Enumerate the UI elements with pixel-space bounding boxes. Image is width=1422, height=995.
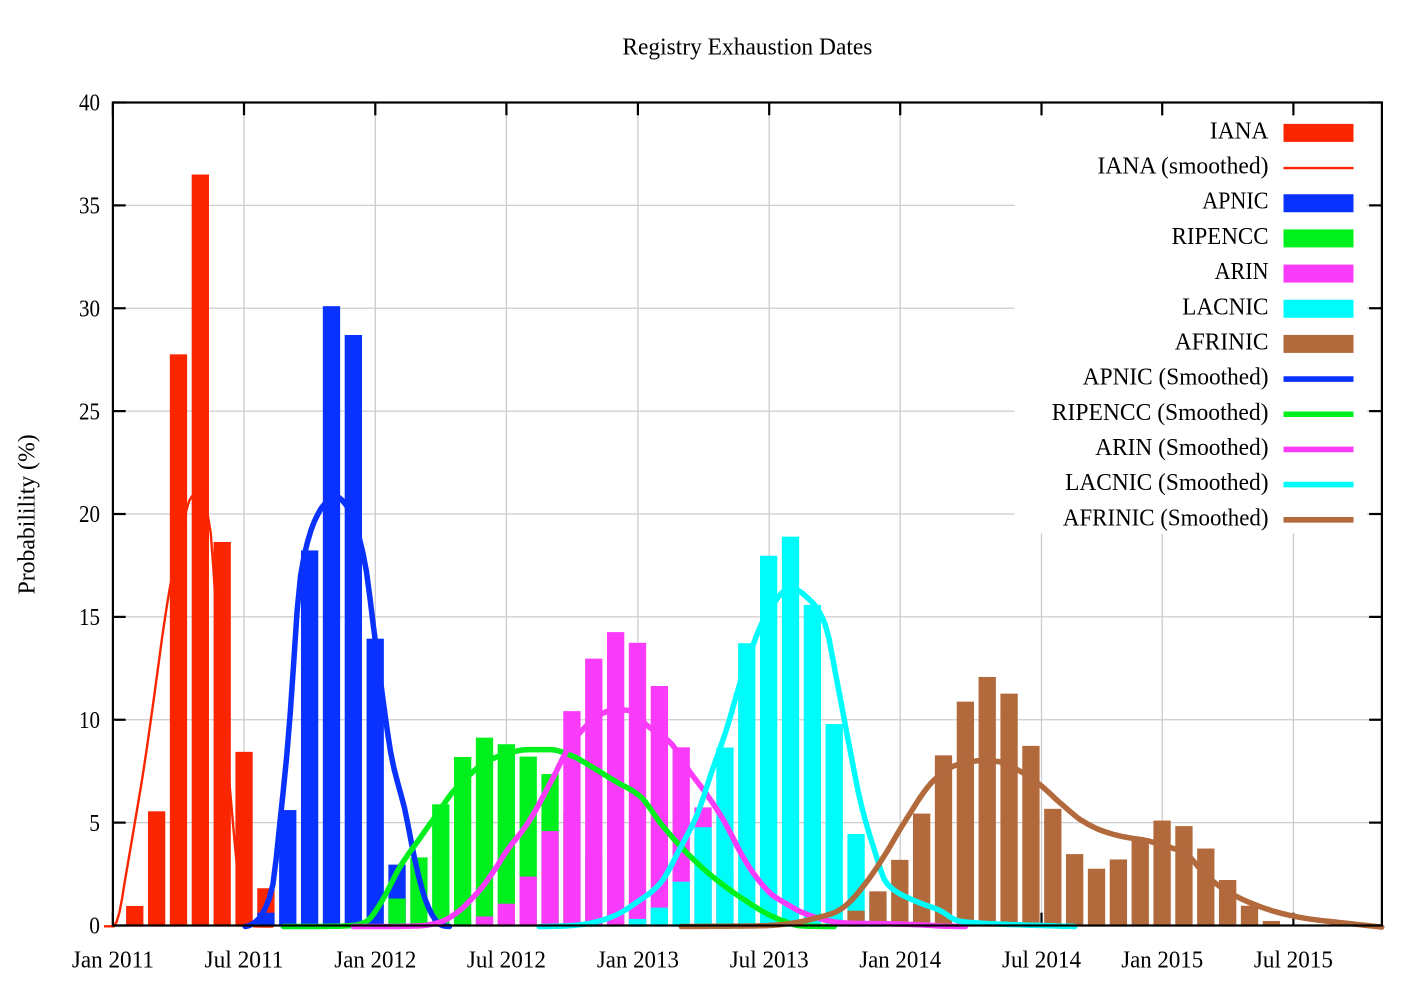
svg-text:Jul 2014: Jul 2014 <box>1002 946 1081 973</box>
svg-text:ARIN (Smoothed): ARIN (Smoothed) <box>1095 434 1268 461</box>
svg-text:LACNIC: LACNIC <box>1182 293 1268 320</box>
svg-text:10: 10 <box>79 707 100 734</box>
svg-text:APNIC: APNIC <box>1202 188 1268 215</box>
svg-text:15: 15 <box>79 604 100 631</box>
svg-text:Jan 2013: Jan 2013 <box>597 946 679 973</box>
svg-text:Jan 2015: Jan 2015 <box>1121 946 1203 973</box>
svg-text:25: 25 <box>79 398 100 425</box>
svg-text:Jul 2011: Jul 2011 <box>205 946 284 973</box>
svg-text:Jul 2012: Jul 2012 <box>467 946 546 973</box>
svg-text:LACNIC (Smoothed): LACNIC (Smoothed) <box>1065 469 1268 496</box>
svg-text:0: 0 <box>89 913 100 940</box>
svg-text:Jan 2012: Jan 2012 <box>334 946 416 973</box>
svg-text:ARIN: ARIN <box>1215 258 1269 285</box>
svg-text:RIPENCC (Smoothed): RIPENCC (Smoothed) <box>1052 399 1269 426</box>
svg-text:IANA (smoothed): IANA (smoothed) <box>1098 153 1269 180</box>
svg-text:APNIC (Smoothed): APNIC (Smoothed) <box>1083 364 1269 391</box>
svg-text:Probabilility (%): Probabilility (%) <box>14 434 41 594</box>
svg-text:20: 20 <box>79 501 100 528</box>
svg-text:AFRINIC: AFRINIC <box>1175 328 1269 355</box>
svg-text:Jan 2011: Jan 2011 <box>72 946 154 973</box>
svg-text:35: 35 <box>79 193 100 220</box>
svg-text:30: 30 <box>79 295 100 322</box>
svg-text:Registry Exhaustion Dates: Registry Exhaustion Dates <box>622 34 872 61</box>
svg-text:AFRINIC (Smoothed): AFRINIC (Smoothed) <box>1063 504 1269 531</box>
svg-text:Jul 2015: Jul 2015 <box>1254 946 1333 973</box>
svg-text:Jan 2014: Jan 2014 <box>859 946 941 973</box>
svg-text:40: 40 <box>79 90 100 117</box>
svg-text:5: 5 <box>89 810 100 837</box>
svg-text:IANA: IANA <box>1210 117 1269 144</box>
svg-text:Jul 2013: Jul 2013 <box>730 946 809 973</box>
svg-text:RIPENCC: RIPENCC <box>1172 223 1269 250</box>
